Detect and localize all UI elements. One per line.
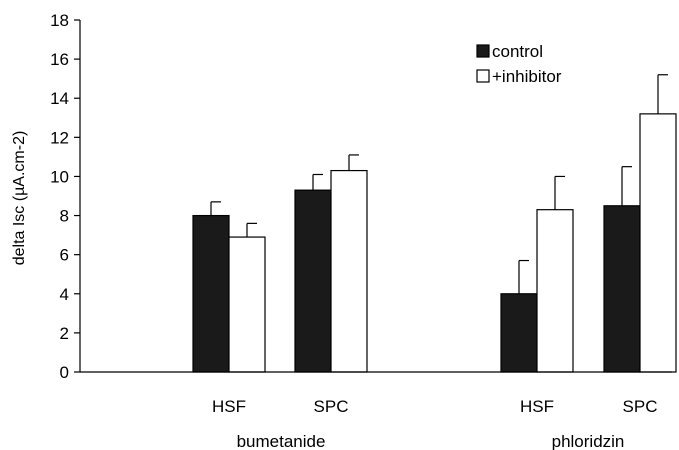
y-tick-label: 18 [50, 11, 69, 30]
y-tick-label: 10 [50, 167, 69, 186]
y-tick-label: 4 [60, 285, 69, 304]
y-tick-label: 8 [60, 207, 69, 226]
group-label: bumetanide [237, 432, 326, 450]
y-tick-label: 6 [60, 246, 69, 265]
bar-control [192, 214, 230, 373]
y-tick-label: 2 [60, 324, 69, 343]
legend-swatch [476, 44, 490, 58]
group-label: phloridzin [552, 432, 625, 450]
bars [192, 74, 677, 373]
y-tick-label: 12 [50, 128, 69, 147]
y-tick-label: 14 [50, 89, 69, 108]
bar-inhibitor [228, 236, 266, 373]
legend-label: +inhibitor [492, 67, 562, 86]
legend-label: control [492, 42, 543, 61]
x-tick-label: SPC [623, 397, 658, 416]
bar-control [294, 189, 332, 373]
x-axis: HSF SPC HSF SPC bumetanide phloridzin [80, 371, 672, 450]
bar-inhibitor [330, 169, 368, 373]
bar-control [500, 293, 538, 373]
bar-inhibitor [536, 209, 574, 373]
bar-control [603, 205, 641, 373]
y-tick-label: 16 [50, 50, 69, 69]
y-axis: 0 2 4 6 8 10 12 14 16 18 [50, 11, 81, 382]
y-tick-label: 0 [60, 363, 69, 382]
x-tick-label: HSF [520, 397, 554, 416]
x-tick-label: HSF [212, 397, 246, 416]
y-axis-title: delta Isc (µA.cm-2) [11, 131, 28, 266]
legend-swatch [476, 69, 490, 83]
bar-inhibitor [639, 113, 677, 373]
legend: control +inhibitor [476, 42, 562, 86]
x-tick-label: SPC [314, 397, 349, 416]
